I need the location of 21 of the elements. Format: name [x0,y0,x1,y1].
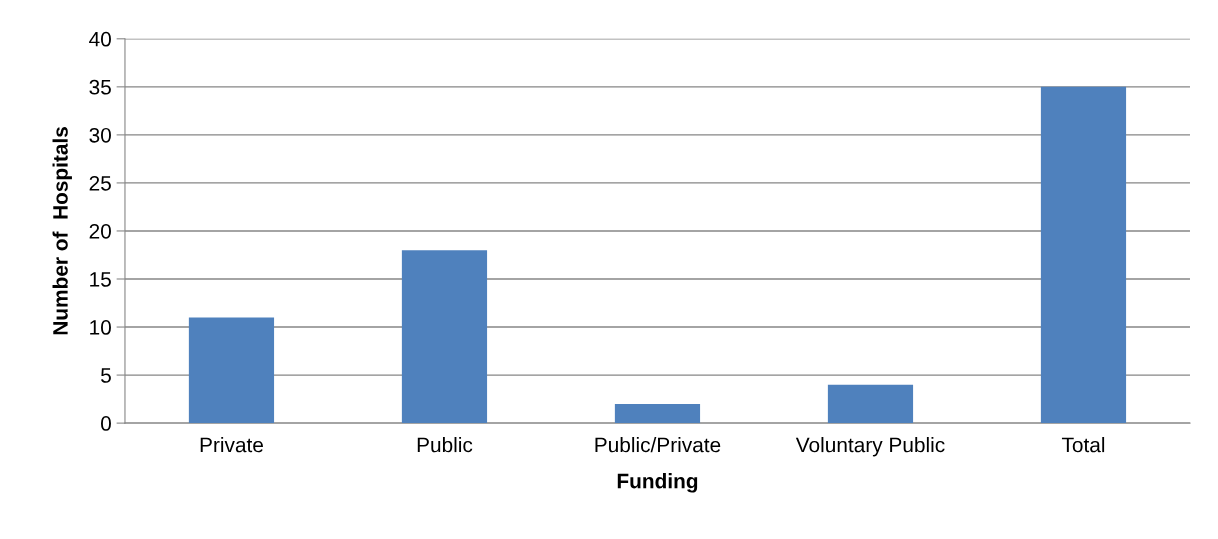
y-tick-label: 35 [89,79,111,95]
y-tick-label: 10 [90,320,111,335]
bar [1040,86,1127,424]
y-tick-label: 5 [101,368,111,383]
x-tick-label: Private [200,437,263,453]
x-tick-label: Total [1061,437,1105,453]
y-tick-label: 30 [89,127,111,143]
bar [614,403,701,424]
y-tick-label: 15 [90,272,111,287]
bar [827,384,914,424]
bar [188,317,275,424]
x-tick-label: Public/Private [595,437,721,453]
y-tick-label: 25 [89,175,111,191]
x-tick-label: Public [417,437,473,453]
y-axis-title: Number of Hospitals [52,127,72,335]
y-tick-label: 20 [89,223,111,239]
x-axis-title: Funding [617,473,698,493]
y-tick-label: 0 [101,416,111,431]
bar [401,250,488,424]
x-tick-label: Voluntary Public [795,437,945,457]
y-tick-label: 40 [89,31,111,47]
